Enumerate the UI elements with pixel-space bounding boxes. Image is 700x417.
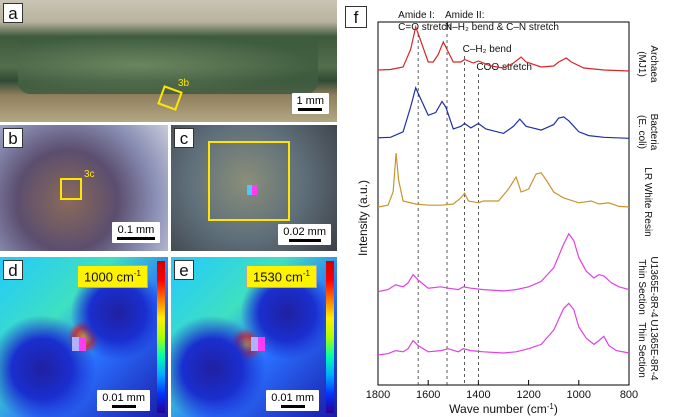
series-label-line: LR White Resin xyxy=(642,167,653,236)
panel-e-scale: 0.01 mm xyxy=(266,390,319,411)
panel-d-label: d xyxy=(3,260,23,280)
series-label-line: Thin Section xyxy=(636,322,647,378)
x-axis-label: Wave number (cm-1) xyxy=(449,402,558,416)
panel-a-scale-text: 1 mm xyxy=(296,95,325,107)
panel-e-scale-bar xyxy=(280,405,305,408)
spectrum-line xyxy=(377,302,630,356)
panel-a-label: a xyxy=(3,3,23,23)
panel-b-scale-bar xyxy=(117,237,155,240)
x-tick-label: 1600 xyxy=(416,389,440,401)
panel-f: f Intensity (a.u.) 1800 1600 1400 1200 1000 8… xyxy=(343,0,700,417)
series-label: U1365E-8R-4Thin Section xyxy=(636,256,659,318)
panel-e: e 1530 cm-1 0.01 mm xyxy=(171,257,337,417)
x-tick-label: 800 xyxy=(620,389,638,401)
series-label-line: (E. coli) xyxy=(636,115,647,149)
panel-d-wavenumber-sup: -1 xyxy=(133,269,141,278)
panel-a-scale-bar xyxy=(298,108,323,111)
x-tick-label: 1800 xyxy=(366,389,390,401)
series-label-line: U1365E-8R-4 xyxy=(648,256,659,318)
measurement-marker xyxy=(247,185,257,195)
annotation-label: C=O stretch xyxy=(398,22,452,33)
series-label: U1365E-8R-4Thin Section xyxy=(636,319,659,381)
x-tick-label: 1200 xyxy=(516,389,540,401)
panel-d-scale: 0.01 mm xyxy=(97,390,150,411)
spectra-chart: Intensity (a.u.) 1800 1600 1400 1200 1000 800… xyxy=(356,10,659,416)
x-axis-label-end: ) xyxy=(554,402,558,416)
panel-a-sample-band xyxy=(18,36,318,94)
series-label: LR White Resin xyxy=(642,167,653,236)
measurement-marker xyxy=(72,337,86,351)
panel-c-scale-text: 0.02 mm xyxy=(283,226,326,238)
panel-c-label: c xyxy=(174,128,194,148)
panel-e-wavenumber-text: 1530 cm xyxy=(253,269,303,285)
panel-e-label: e xyxy=(174,260,194,280)
spectrum-line xyxy=(377,232,630,293)
panel-d-scale-text: 0.01 mm xyxy=(102,392,145,404)
spectrum-line xyxy=(377,86,630,139)
annotation-label: N–H₂ bend & C–N stretch xyxy=(445,22,559,33)
panel-f-label: f xyxy=(345,6,367,28)
panel-c-scale: 0.02 mm xyxy=(278,224,331,245)
measurement-marker xyxy=(251,337,265,351)
x-tick-label: 1000 xyxy=(567,389,591,401)
x-tick-label: 1400 xyxy=(466,389,490,401)
region-box-3c xyxy=(60,178,82,200)
region-box-3c-label: 3c xyxy=(84,169,95,180)
panel-b-scale: 0.1 mm xyxy=(112,222,160,243)
panel-c: c 0.02 mm xyxy=(171,125,337,251)
panel-e-wavenumber: 1530 cm-1 xyxy=(246,265,317,289)
panel-d-scale-bar xyxy=(111,405,136,408)
series-label: Archaea(MJ1) xyxy=(636,45,659,83)
plot-frame xyxy=(377,21,630,386)
series-label-line: (MJ1) xyxy=(636,51,647,77)
series-label-line: Bacteria xyxy=(648,114,659,151)
region-box-3b-label: 3b xyxy=(178,78,190,89)
panel-a: a 3b 1 mm xyxy=(0,0,337,122)
panel-d-wavenumber-text: 1000 cm xyxy=(84,269,134,285)
panel-b-scale-text: 0.1 mm xyxy=(117,224,155,236)
series-label-line: Thin Section xyxy=(636,259,647,315)
series-label: Bacteria(E. coli) xyxy=(636,114,659,151)
panel-a-scale: 1 mm xyxy=(291,93,329,114)
panel-b-label: b xyxy=(3,128,23,148)
panel-d: d 1000 cm-1 0.01 mm xyxy=(0,257,168,417)
panel-d-colorbar xyxy=(157,261,165,413)
spectrum-line xyxy=(377,24,630,72)
annotation-label: Amide II: xyxy=(445,10,484,21)
spectrum-line xyxy=(377,152,630,208)
panel-e-colorbar xyxy=(326,261,334,413)
series-label-line: U1365E-8R-4 xyxy=(648,319,659,381)
region-box-c xyxy=(208,141,290,221)
x-axis-label-sup: -1 xyxy=(547,402,555,411)
panel-b: b 3c 0.1 mm xyxy=(0,125,168,251)
annotation-label: C–H₂ bend xyxy=(463,44,512,55)
annotation-label: Amide I: xyxy=(398,10,435,21)
panel-e-scale-text: 0.01 mm xyxy=(271,392,314,404)
panel-c-scale-bar xyxy=(288,239,321,242)
panel-d-wavenumber: 1000 cm-1 xyxy=(77,265,148,289)
series-label-line: Archaea xyxy=(648,45,659,83)
panel-e-wavenumber-sup: -1 xyxy=(302,269,310,278)
y-axis-label: Intensity (a.u.) xyxy=(356,180,370,256)
